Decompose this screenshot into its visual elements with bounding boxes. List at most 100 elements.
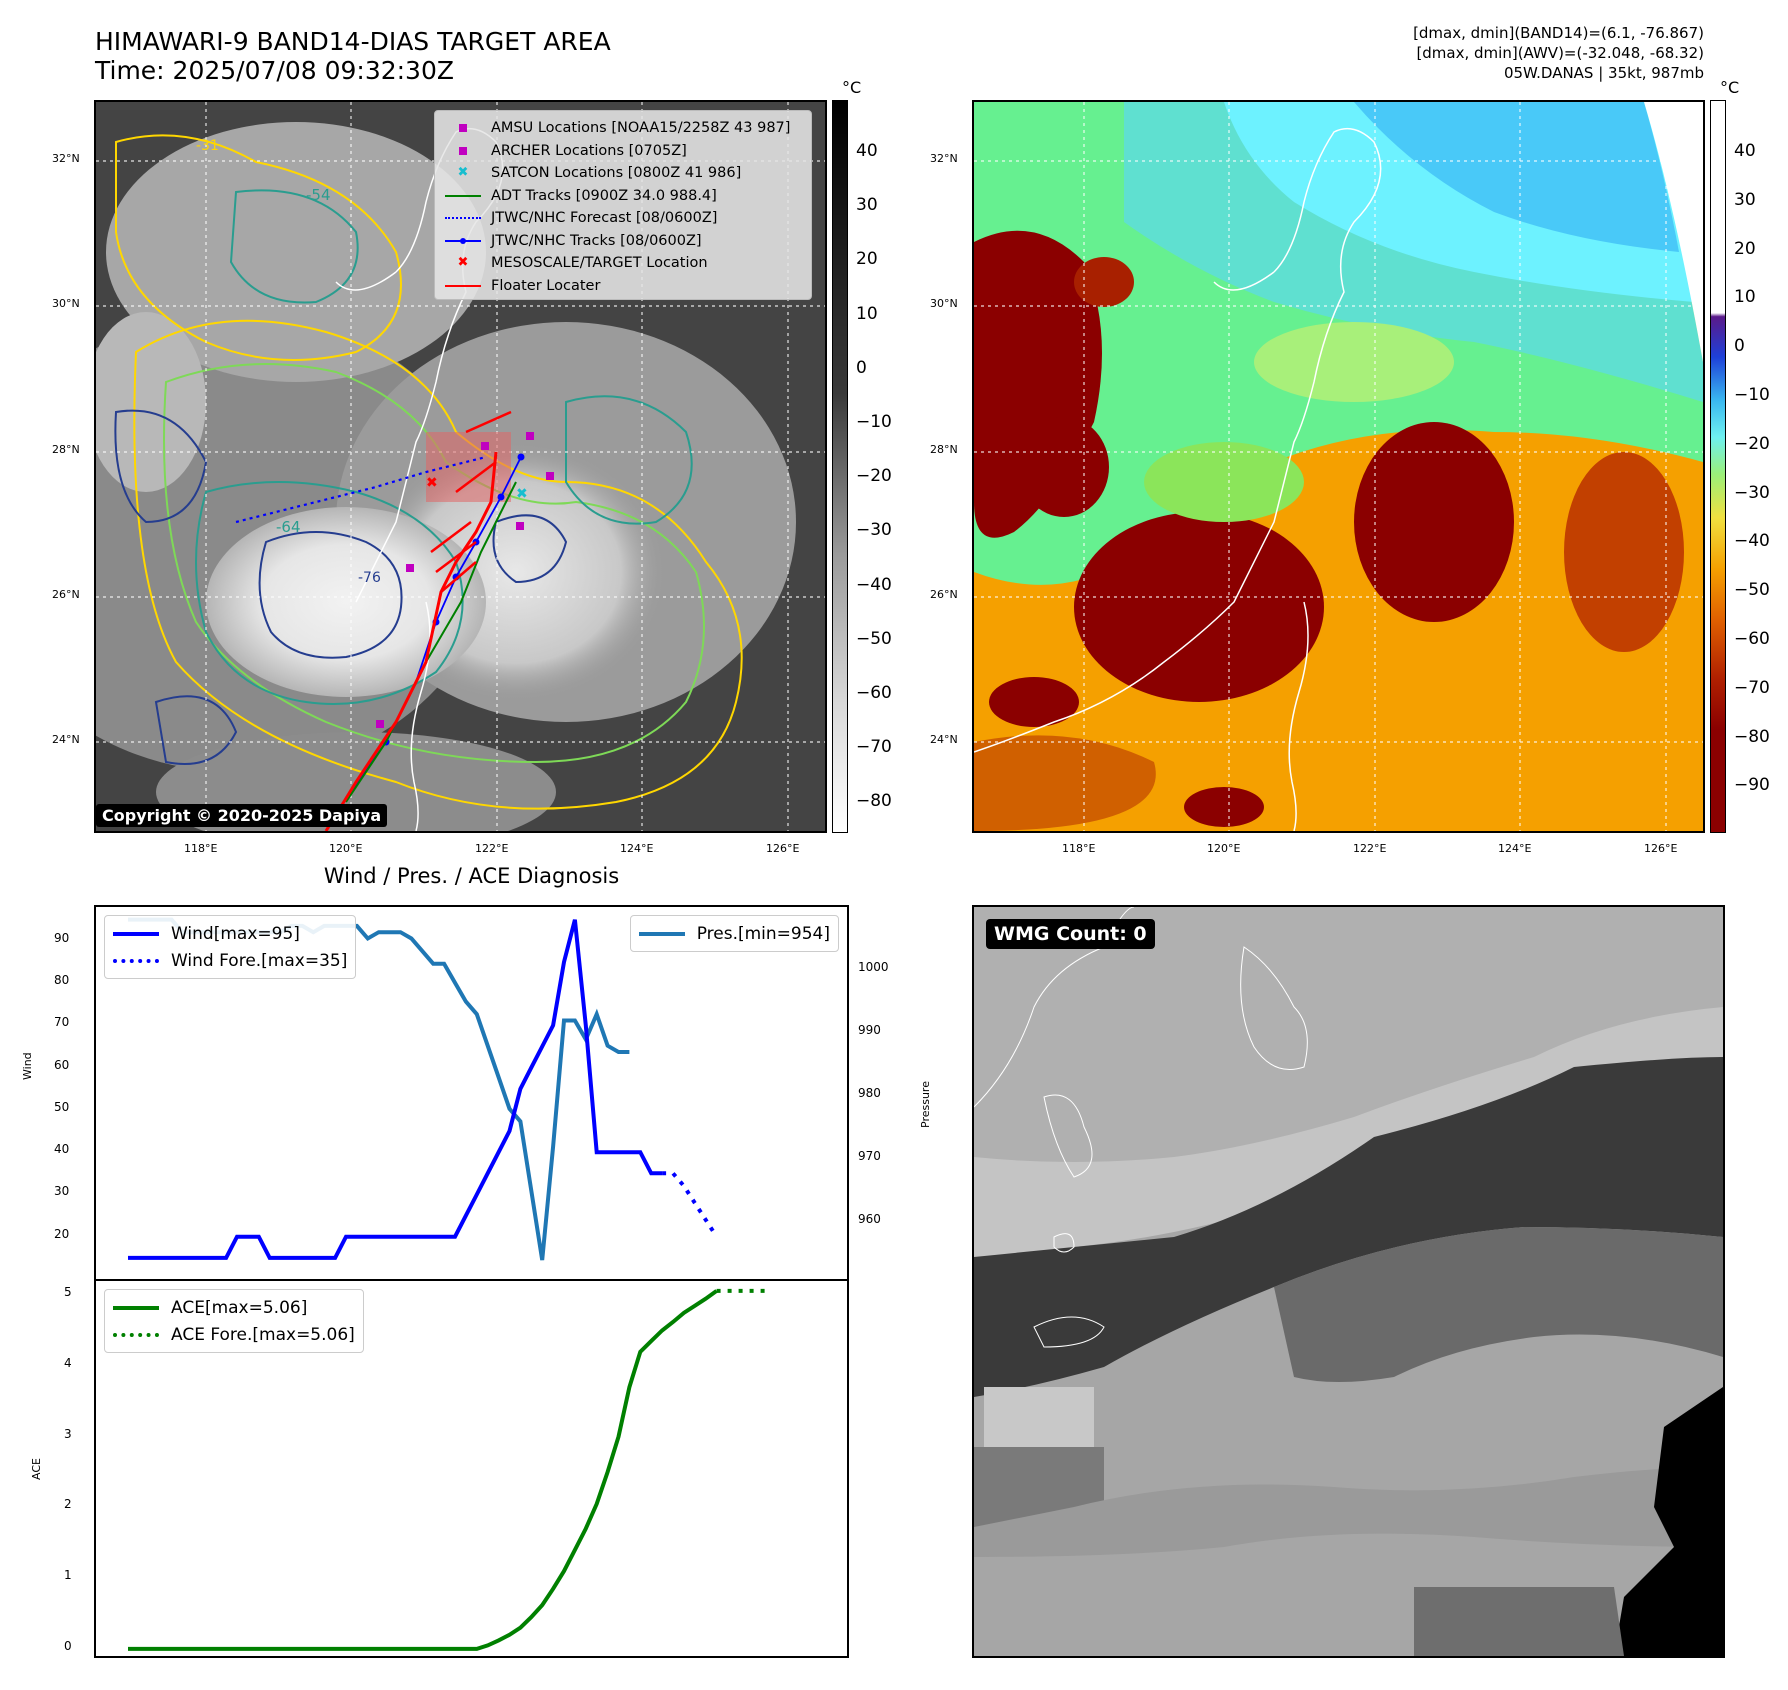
ir-map-panel: ✖ ✖ -31 -54 -64 -76 AMSU Locations [NOAA… — [94, 100, 827, 833]
info-line1: [dmax, dmin](BAND14)=(6.1, -76.867) — [1413, 24, 1704, 42]
awv-colorbar-tick: −90 — [1734, 775, 1770, 796]
awv-colorbar-tick: 40 — [1734, 141, 1756, 161]
wind-tick-label: 70 — [54, 1015, 70, 1030]
contour-label-76: -76 — [358, 570, 381, 586]
awv-colorbar-tick: −30 — [1734, 482, 1770, 503]
lon-label: 122°E — [475, 842, 509, 855]
wind-tick-label: 40 — [54, 1142, 70, 1157]
ace-tick-label: 3 — [64, 1426, 72, 1441]
lat-label: 30°N — [930, 297, 958, 310]
ace-tick-label: 0 — [64, 1638, 72, 1653]
wind-tick-label: 30 — [54, 1184, 70, 1199]
awv-colorbar-tick: 10 — [1734, 287, 1756, 308]
lon-label: 126°E — [1644, 842, 1678, 855]
lon-label: 118°E — [1062, 842, 1096, 855]
awv-map-panel — [972, 100, 1705, 833]
awv-colorbar-tick: −40 — [1734, 531, 1770, 552]
ir-colorbar-tick: −60 — [856, 683, 892, 703]
wind-forecast-series-line — [662, 1171, 719, 1238]
awv-colorbar — [1710, 100, 1726, 833]
map-legend: AMSU Locations [NOAA15/2258Z 43 987] ARC… — [434, 110, 812, 300]
legend-item-archer: ARCHER Locations [0705Z] — [443, 140, 803, 163]
lon-label: 118°E — [184, 842, 218, 855]
pressure-legend: Pres.[min=954] — [629, 915, 839, 952]
legend-item-satcon: ✖ SATCON Locations [0800Z 41 986] — [457, 165, 742, 182]
legend-label-pressure: Pres.[min=954] — [696, 923, 830, 944]
wmg-panel: WMG Count: 0 — [972, 905, 1725, 1658]
contour-label-54: -54 — [306, 186, 331, 204]
legend-label-wind: Wind[max=95] — [171, 923, 300, 944]
ir-colorbar-tick: 30 — [856, 195, 878, 216]
diagnosis-title: Wind / Pres. / ACE Diagnosis — [323, 864, 620, 888]
ir-colorbar-tick: −80 — [856, 791, 892, 812]
pressure-ylabel: Pressure — [919, 1081, 932, 1128]
awv-colorbar-tick: −20 — [1734, 433, 1770, 454]
legend-item-wind-forecast: Wind Fore.[max=35] — [113, 947, 347, 974]
pressure-tick-label: 960 — [858, 1212, 881, 1227]
legend-label-amsu: AMSU Locations [NOAA15/2258Z 43 987] — [491, 120, 791, 137]
ir-colorbar-unit: °C — [842, 78, 862, 97]
pressure-tick-label: 970 — [858, 1149, 881, 1164]
legend-item-tracks: JTWC/NHC Tracks [08/0600Z] — [443, 230, 803, 253]
legend-item-mesoscale: ✖ MESOSCALE/TARGET Location — [457, 255, 708, 272]
lat-label: 30°N — [52, 297, 80, 310]
legend-item-pressure: Pres.[min=954] — [638, 920, 830, 947]
lat-label: 32°N — [52, 152, 80, 165]
ace-series-line — [128, 1289, 718, 1651]
figure-title-line2: Time: 2025/07/08 09:32:30Z — [95, 56, 454, 85]
ace-lines — [128, 1288, 772, 1651]
ir-colorbar-tick: −20 — [856, 466, 892, 487]
ir-colorbar-tick: 10 — [856, 303, 878, 324]
wind-tick-label: 60 — [54, 1057, 70, 1072]
legend-label-ace-forecast: ACE Fore.[max=5.06] — [171, 1324, 355, 1345]
pressure-tick-label: 980 — [858, 1086, 881, 1101]
ir-colorbar-tick: −50 — [856, 628, 892, 649]
lon-label: 124°E — [1498, 842, 1532, 855]
ir-colorbar-tick: −40 — [856, 574, 892, 595]
lat-label: 32°N — [930, 152, 958, 165]
awv-colorbar-tick: −50 — [1734, 580, 1770, 601]
ir-colorbar-tick: −10 — [856, 412, 892, 432]
lat-label: 24°N — [930, 733, 958, 746]
lon-label: 120°E — [329, 842, 363, 855]
wind-tick-label: 20 — [54, 1226, 70, 1241]
wind-pressure-plot: Wind[max=95] Wind Fore.[max=35] Pres.[mi… — [94, 905, 849, 1281]
legend-label-adt: ADT Tracks [0900Z 34.0 988.4] — [491, 187, 717, 204]
lon-label: 122°E — [1353, 842, 1387, 855]
pressure-tick-label: 990 — [858, 1023, 881, 1038]
lat-label: 28°N — [930, 443, 958, 456]
legend-item-floater: Floater Locater — [443, 275, 803, 298]
lon-label: 124°E — [620, 842, 654, 855]
wind-series-line — [128, 919, 663, 1260]
awv-colorbar-tick: −60 — [1734, 629, 1770, 649]
legend-label-floater: Floater Locater — [491, 277, 601, 294]
awv-colorbar-tick: −10 — [1734, 385, 1770, 405]
info-line2: [dmax, dmin](AWV)=(-32.048, -68.32) — [1416, 44, 1704, 62]
wmg-count-label: WMG Count: 0 — [986, 919, 1155, 949]
awv-colorbar-tick: 30 — [1734, 189, 1756, 210]
ace-tick-label: 4 — [64, 1355, 72, 1370]
legend-item-ace-forecast: ACE Fore.[max=5.06] — [113, 1321, 355, 1348]
svg-text:✖: ✖ — [516, 486, 528, 502]
ace-legend: ACE[max=5.06] ACE Fore.[max=5.06] — [104, 1289, 364, 1353]
legend-label-tracks: JTWC/NHC Tracks [08/0600Z] — [491, 232, 702, 249]
pressure-tick-label: 1000 — [858, 960, 889, 975]
wind-tick-label: 80 — [54, 973, 70, 988]
wmg-image — [974, 907, 1723, 1656]
awv-colorbar-tick: 20 — [1734, 238, 1756, 259]
awv-colorbar-unit: °C — [1720, 78, 1740, 97]
legend-label-ace: ACE[max=5.06] — [171, 1297, 308, 1318]
legend-label-wind-forecast: Wind Fore.[max=35] — [171, 950, 348, 971]
wind-tick-label: 90 — [54, 930, 70, 945]
legend-item-wind: Wind[max=95] — [113, 920, 347, 947]
ir-colorbar-tick: −30 — [856, 520, 892, 541]
ir-colorbar-tick: 0 — [856, 357, 867, 378]
lat-label: 26°N — [930, 588, 958, 601]
awv-colorbar-tick: −70 — [1734, 677, 1770, 698]
wind-legend: Wind[max=95] Wind Fore.[max=35] — [104, 915, 357, 979]
ir-colorbar — [832, 100, 848, 833]
svg-text:✖: ✖ — [426, 475, 438, 491]
lat-label: 28°N — [52, 443, 80, 456]
legend-item-ace: ACE[max=5.06] — [113, 1294, 355, 1321]
legend-label-archer: ARCHER Locations [0705Z] — [491, 142, 687, 159]
